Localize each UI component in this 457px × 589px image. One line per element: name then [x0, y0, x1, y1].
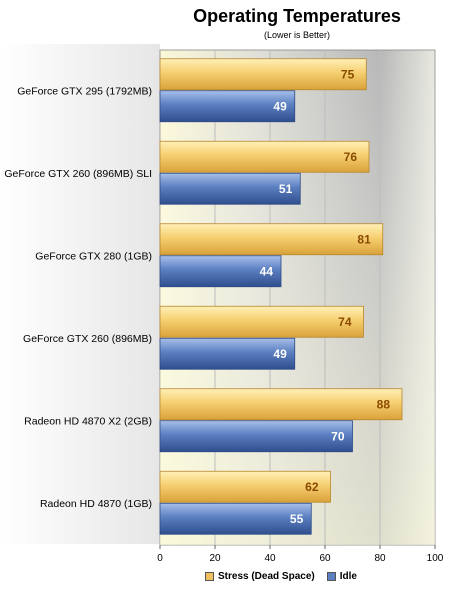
category-label: Radeon HD 4870 (1GB) — [40, 498, 152, 510]
data-label-idle: 55 — [290, 512, 304, 526]
bar-idle — [159, 420, 353, 453]
bar-stress — [159, 58, 367, 91]
chart-title: Operating Temperatures — [193, 6, 401, 26]
bar-idle — [159, 337, 296, 370]
data-label-idle: 44 — [260, 264, 274, 278]
bar-stress — [159, 470, 331, 503]
x-tick-label: 0 — [157, 553, 163, 564]
legend-label-stress: Stress (Dead Space) — [218, 570, 315, 582]
bar-stress — [159, 140, 370, 173]
category-label: Radeon HD 4870 X2 (2GB) — [24, 415, 152, 427]
data-label-idle: 49 — [273, 347, 287, 361]
bar-stress — [159, 305, 364, 338]
legend-swatch-idle — [326, 571, 336, 581]
bar-idle — [159, 90, 296, 123]
bar-idle — [159, 255, 282, 288]
legend-item-idle: Idle — [326, 570, 357, 582]
data-label-idle: 51 — [279, 182, 293, 196]
data-label-stress: 81 — [357, 232, 371, 246]
data-label-stress: 88 — [377, 397, 391, 411]
category-label: GeForce GTX 295 (1792MB) — [17, 85, 152, 97]
x-tick-label: 80 — [374, 553, 386, 564]
bar-stress — [159, 388, 403, 421]
data-label-stress: 62 — [305, 480, 319, 494]
x-tick-label: 60 — [319, 553, 331, 564]
legend-item-stress: Stress (Dead Space) — [205, 571, 315, 582]
legend-swatch-stress — [205, 571, 214, 581]
category-label: GeForce GTX 260 (896MB) SLI — [4, 168, 152, 180]
category-label: GeForce GTX 260 (896MB) — [23, 333, 152, 345]
bar-idle — [159, 502, 312, 535]
data-label-stress: 76 — [344, 150, 358, 164]
x-tick-label: 40 — [264, 553, 276, 564]
bar-idle — [159, 172, 301, 205]
bar-stress — [159, 223, 384, 256]
legend-label-idle: Idle — [339, 570, 357, 582]
category-label: GeForce GTX 280 (1GB) — [35, 250, 152, 262]
data-label-idle: 70 — [331, 429, 345, 443]
data-label-stress: 75 — [341, 67, 355, 81]
chart-subtitle: (Lower is Better) — [263, 30, 331, 40]
data-label-stress: 74 — [338, 315, 352, 329]
x-tick-label: 100 — [427, 553, 444, 564]
x-tick-label: 20 — [209, 553, 221, 564]
legend: Stress (Dead Space) Idle — [205, 569, 357, 583]
data-label-idle: 49 — [273, 99, 287, 113]
